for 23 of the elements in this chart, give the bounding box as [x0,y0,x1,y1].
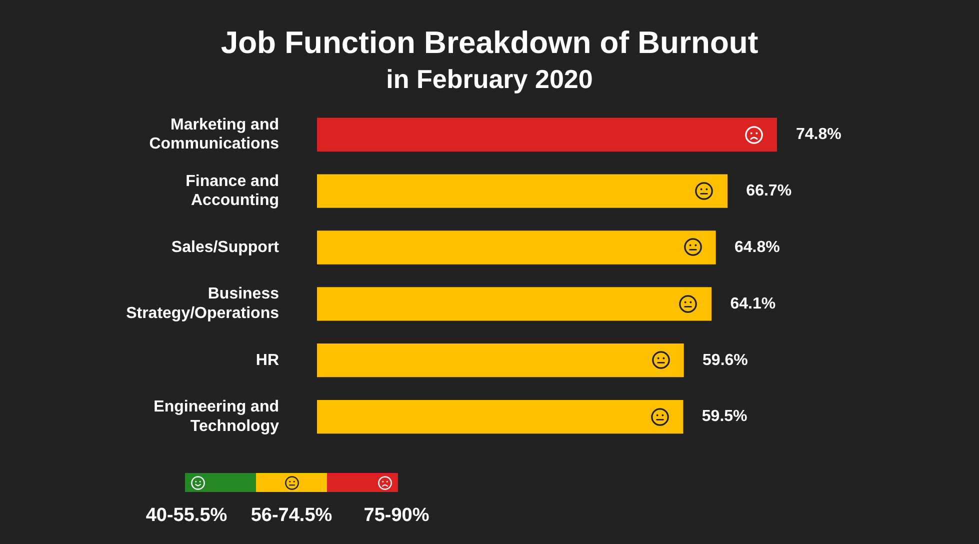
bar [317,287,712,321]
data-label: 66.7% [746,182,792,200]
y-tick-label: Finance and Accounting [186,172,279,210]
legend-label: 40-55.5% [144,505,228,527]
bar [317,344,684,378]
data-label: 59.5% [702,408,748,426]
bar [317,230,716,264]
bar [317,400,684,434]
data-label: 74.8% [796,126,842,144]
bar [317,118,777,152]
bar [317,174,728,208]
y-tick-label: Engineering and Technology [154,398,280,435]
data-label: 59.6% [702,352,748,369]
data-label: 64.8% [734,238,780,256]
legend-label: 75-90% [362,505,430,527]
y-tick-label: Sales/Support [171,238,280,256]
y-tick-label: Marketing and Communications [149,116,280,153]
data-label: 64.1% [730,295,776,312]
y-tick-label: HR [256,352,280,369]
chart-title: Job Function Breakdown of Burnout [220,25,758,60]
y-tick-label: Business Strategy/Operations [126,286,280,322]
legend-label: 56-74.5% [250,505,334,527]
chart-subtitle: in February 2020 [386,64,593,94]
